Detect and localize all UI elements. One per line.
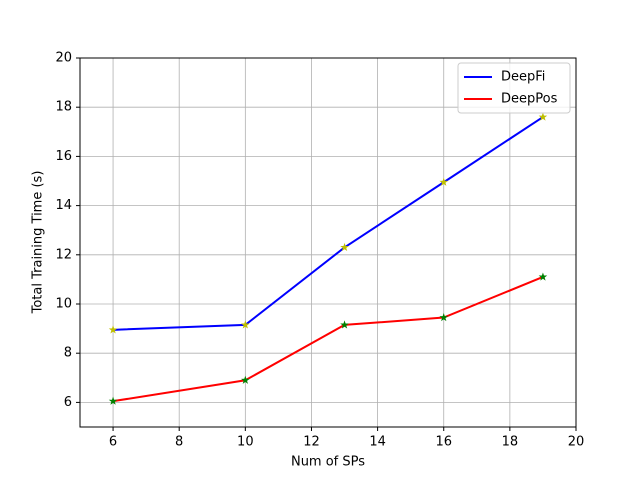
axes-frame bbox=[79, 57, 577, 428]
x-tick-label: 14 bbox=[369, 435, 386, 450]
point-marker bbox=[340, 320, 349, 329]
x-axis-label: Num of SPs bbox=[291, 455, 365, 470]
y-tick-label: 12 bbox=[55, 247, 72, 262]
y-tick-label: 14 bbox=[55, 198, 72, 213]
x-tick-label: 8 bbox=[175, 435, 183, 450]
x-tick-label: 12 bbox=[303, 435, 320, 450]
x-tick-label: 20 bbox=[568, 435, 585, 450]
y-tick-label: 18 bbox=[55, 100, 72, 115]
x-tick-label: 18 bbox=[502, 435, 519, 450]
point-marker bbox=[439, 313, 449, 322]
x-tick-label: 16 bbox=[435, 435, 452, 450]
point-marker bbox=[538, 272, 548, 281]
legend-box bbox=[457, 62, 571, 114]
point-marker bbox=[108, 325, 118, 334]
x-tick-label: 6 bbox=[109, 435, 117, 450]
point-marker bbox=[108, 396, 118, 405]
point-marker bbox=[340, 242, 349, 252]
point-marker bbox=[241, 375, 250, 384]
y-tick-label: 8 bbox=[64, 346, 72, 361]
y-tick-label: 6 bbox=[64, 395, 72, 410]
x-tick-label: 10 bbox=[237, 435, 254, 450]
legend-label: DeepPos bbox=[501, 92, 558, 107]
point-marker bbox=[241, 320, 250, 329]
y-tick-label: 20 bbox=[55, 51, 72, 66]
point-marker bbox=[538, 112, 548, 121]
point-marker bbox=[439, 177, 449, 186]
legend-label: DeepFi bbox=[501, 70, 545, 85]
y-tick-label: 10 bbox=[55, 297, 72, 312]
y-axis-label: Total Training Time (s) bbox=[31, 171, 46, 315]
y-tick-label: 16 bbox=[55, 149, 72, 164]
